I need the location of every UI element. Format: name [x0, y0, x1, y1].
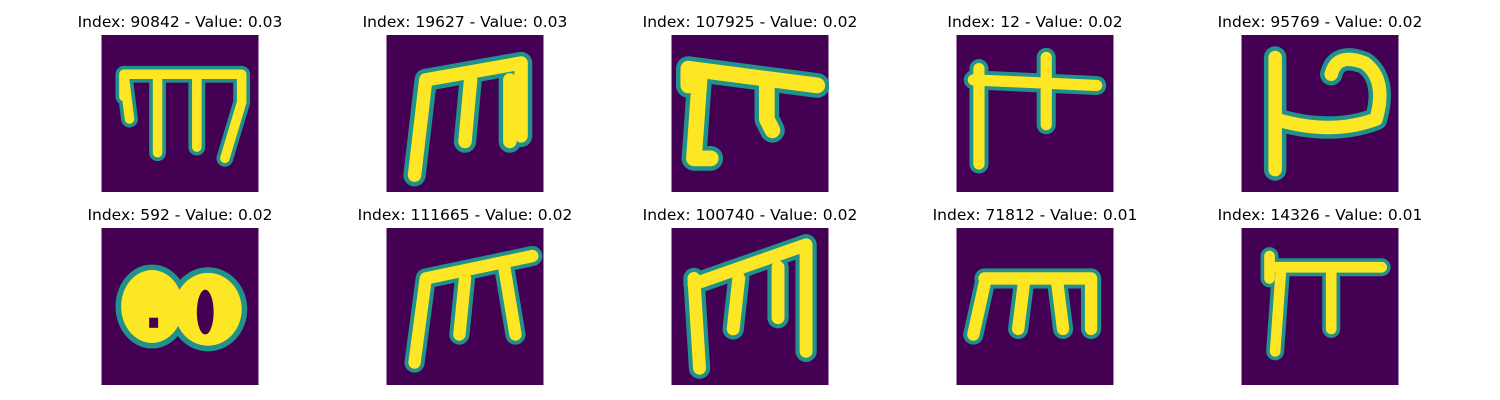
digit-image-8: [671, 228, 829, 385]
panel-title: Index: 95769 - Value: 0.02: [1217, 13, 1423, 31]
panel-title: Index: 90842 - Value: 0.03: [77, 13, 283, 31]
digit-image-10: [1241, 228, 1399, 385]
panel-6: Index: 592 - Value: 0.02: [38, 205, 322, 395]
panel-title: Index: 111665 - Value: 0.02: [357, 206, 573, 224]
panel-2: Index: 19627 - Value: 0.03: [323, 12, 607, 202]
panel-4: Index: 12 - Value: 0.02: [893, 12, 1177, 202]
panel-title: Index: 107925 - Value: 0.02: [642, 13, 858, 31]
panel-title: Index: 14326 - Value: 0.01: [1217, 206, 1423, 224]
panel-title: Index: 19627 - Value: 0.03: [362, 13, 568, 31]
panel-title: Index: 100740 - Value: 0.02: [642, 206, 858, 224]
panel-3: Index: 107925 - Value: 0.02: [608, 12, 892, 202]
digit-image-5: [1241, 35, 1399, 192]
panel-title: Index: 71812 - Value: 0.01: [932, 206, 1138, 224]
panel-1: Index: 90842 - Value: 0.03: [38, 12, 322, 202]
panel-title: Index: 592 - Value: 0.02: [87, 206, 273, 224]
digit-image-1: [101, 35, 259, 192]
digit-image-2: [386, 35, 544, 192]
digit-image-6: [101, 228, 259, 385]
panel-9: Index: 71812 - Value: 0.01: [893, 205, 1177, 395]
panel-5: Index: 95769 - Value: 0.02: [1178, 12, 1462, 202]
panel-10: Index: 14326 - Value: 0.01: [1178, 205, 1462, 395]
digit-image-4: [956, 35, 1114, 192]
digit-image-3: [671, 35, 829, 192]
digit-image-9: [956, 228, 1114, 385]
digit-image-7: [386, 228, 544, 385]
panel-8: Index: 100740 - Value: 0.02: [608, 205, 892, 395]
panel-title: Index: 12 - Value: 0.02: [947, 13, 1123, 31]
panel-7: Index: 111665 - Value: 0.02: [323, 205, 607, 395]
